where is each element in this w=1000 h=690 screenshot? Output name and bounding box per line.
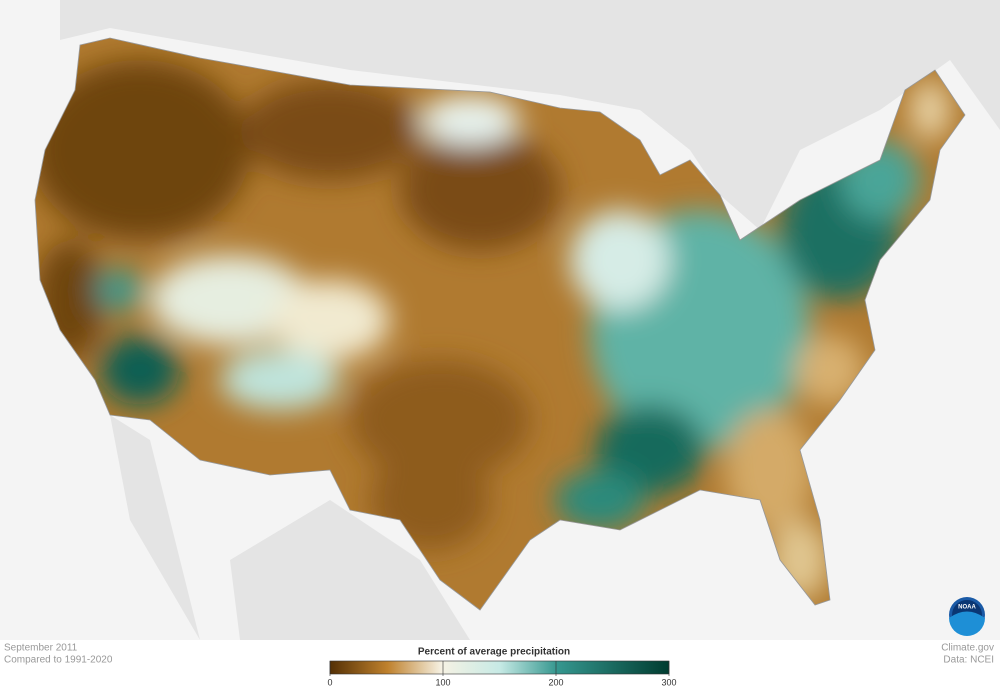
legend-title: Percent of average precipitation [418, 647, 570, 658]
tick-label: 300 [661, 677, 676, 687]
color-bar [329, 660, 670, 675]
site-credit: Climate.gov [941, 643, 994, 654]
mexico [110, 415, 470, 640]
logo-text: NOAA [958, 605, 976, 611]
tick-label: 200 [548, 677, 563, 687]
period: September 2011 [4, 643, 78, 654]
canada [60, 0, 1000, 230]
source-credit: Data: NCEI [943, 655, 994, 666]
noaa-logo: NOAA [949, 597, 985, 636]
tick-label: 100 [435, 677, 450, 687]
tick-label: 0 [327, 677, 332, 687]
legend-ticks: 0 100 200 300 [327, 661, 677, 687]
baseline: Compared to 1991-2020 [4, 655, 113, 666]
